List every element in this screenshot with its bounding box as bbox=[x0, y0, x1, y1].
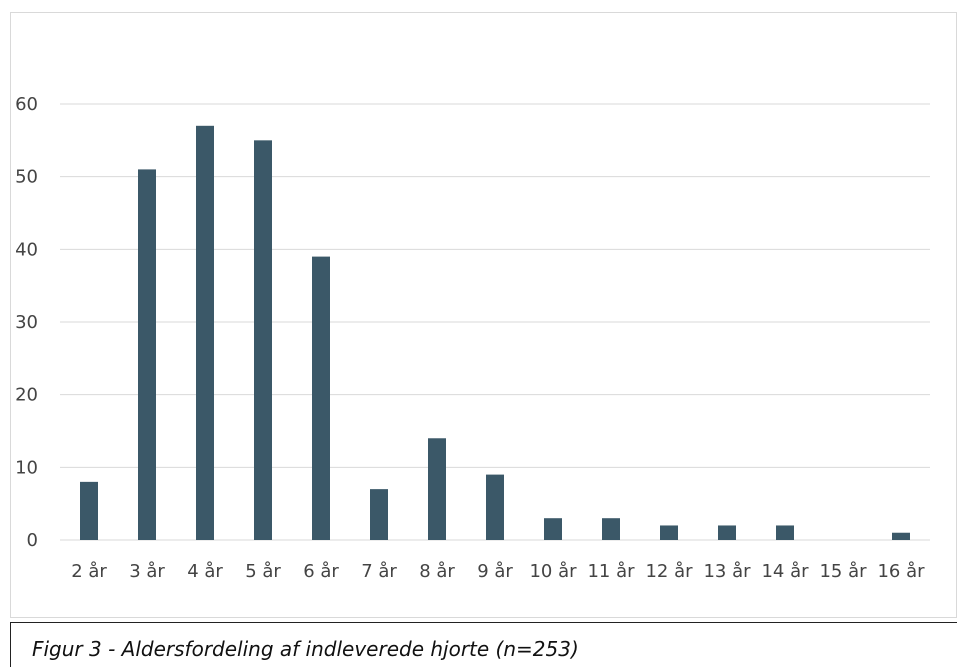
x-tick-label: 14 år bbox=[761, 561, 809, 582]
bar bbox=[80, 481, 98, 540]
bar bbox=[602, 518, 620, 540]
x-tick-label: 11 år bbox=[587, 561, 635, 582]
x-axis-ticks: 2 år 3 år 4 år 5 år 6 år 7 år 8 år 9 år 10 år 11 … bbox=[71, 561, 925, 582]
bar bbox=[544, 518, 562, 540]
x-tick-label: 7 år bbox=[361, 561, 397, 582]
x-tick-label: 8 år bbox=[419, 561, 455, 582]
bar bbox=[138, 169, 156, 540]
x-tick-label: 15 år bbox=[819, 561, 867, 582]
bar bbox=[660, 525, 678, 540]
bar-chart: 0 10 20 30 40 50 60 2 år 3 år 4 år 5 år 6 år 7 år 8 … bbox=[15, 94, 930, 582]
y-tick-label: 0 bbox=[27, 530, 38, 551]
y-tick-label: 20 bbox=[15, 385, 38, 406]
x-tick-label: 10 år bbox=[529, 561, 577, 582]
x-tick-label: 13 år bbox=[703, 561, 751, 582]
bar bbox=[486, 474, 504, 540]
x-tick-label: 3 år bbox=[129, 561, 165, 582]
y-axis-ticks: 0 10 20 30 40 50 60 bbox=[15, 94, 38, 551]
bar bbox=[254, 140, 272, 541]
y-tick-label: 30 bbox=[15, 312, 38, 333]
bar bbox=[370, 489, 388, 540]
bar bbox=[718, 525, 736, 540]
x-tick-label: 12 år bbox=[645, 561, 693, 582]
bar bbox=[196, 125, 214, 541]
x-tick-label: 4 år bbox=[187, 561, 223, 582]
y-tick-label: 50 bbox=[15, 167, 38, 188]
chart-frame bbox=[10, 12, 957, 618]
figure-caption-box: Figur 3 - Aldersfordeling af indleverede… bbox=[10, 622, 957, 667]
x-tick-label: 2 år bbox=[71, 561, 107, 582]
bar bbox=[776, 525, 794, 540]
bars bbox=[80, 125, 910, 541]
bar bbox=[428, 438, 446, 540]
x-tick-label: 9 år bbox=[477, 561, 513, 582]
bar bbox=[312, 256, 330, 540]
x-tick-label: 16 år bbox=[877, 561, 925, 582]
y-tick-label: 60 bbox=[15, 94, 38, 115]
x-tick-label: 6 år bbox=[303, 561, 339, 582]
bar bbox=[892, 532, 910, 540]
y-tick-label: 40 bbox=[15, 239, 38, 260]
figure-caption: Figur 3 - Aldersfordeling af indleverede… bbox=[32, 637, 579, 661]
x-tick-label: 5 år bbox=[245, 561, 281, 582]
y-tick-label: 10 bbox=[15, 457, 38, 478]
